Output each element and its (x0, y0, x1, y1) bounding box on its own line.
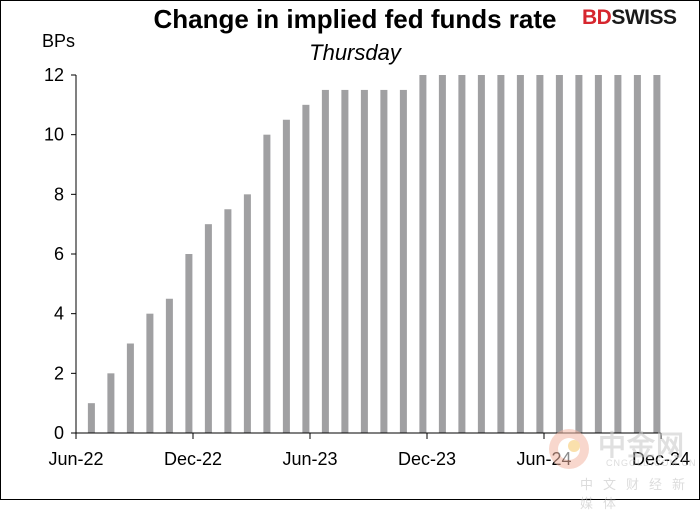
bar-Dec-22 (185, 254, 193, 433)
chart-title: Change in implied fed funds rate (153, 4, 557, 34)
bar-May-23 (282, 119, 290, 433)
x-tick-label: Jun-22 (48, 449, 103, 469)
watermark: 中金网 CNGOLD.COM.CN 中文财经新媒体 (540, 420, 700, 512)
bar-Aug-23 (341, 89, 349, 434)
bar-Mar-23 (243, 194, 251, 433)
y-tick-label: 8 (54, 184, 64, 204)
bar-Feb-24 (458, 75, 466, 433)
bar-Aug-24 (575, 75, 583, 433)
bar-Oct-23 (380, 89, 388, 434)
bar-Apr-24 (497, 75, 505, 433)
logo-bd-text: BD (582, 6, 612, 29)
watermark-main-text: 中金网 (598, 429, 686, 462)
y-axis-label: BPs (42, 31, 76, 51)
bar-Nov-23 (399, 89, 407, 434)
bar-Nov-24 (633, 75, 641, 433)
chart-subtitle: Thursday (309, 40, 401, 65)
bar-Sep-24 (594, 75, 602, 433)
y-tick-label: 4 (54, 304, 64, 324)
y-tick-label: 10 (44, 125, 64, 145)
bar-Jan-24 (438, 75, 446, 433)
x-tick-label: Dec-22 (164, 449, 222, 469)
bar-Oct-22 (146, 313, 154, 433)
watermark-logo-icon (549, 429, 589, 469)
bar-Mar-24 (477, 75, 485, 433)
bar-Sep-22 (126, 343, 134, 433)
x-tick-label: Dec-24 (632, 449, 690, 469)
bar-Jan-23 (204, 224, 212, 433)
y-tick-label: 6 (54, 244, 64, 264)
y-tick-label: 0 (54, 423, 64, 443)
bar-May-24 (516, 75, 524, 433)
bar-Sep-23 (360, 89, 368, 434)
bar-Jul-23 (321, 89, 329, 434)
bar-Apr-23 (263, 134, 271, 434)
bar-Oct-24 (614, 75, 622, 433)
watermark-url: CNGOLD.COM.CN (606, 458, 697, 468)
chart-frame (0, 0, 700, 500)
bar-Dec-24 (653, 75, 661, 433)
bar-Jul-24 (555, 75, 563, 433)
bar-Feb-23 (224, 209, 232, 433)
logo-swiss-text: SWISS (611, 6, 677, 29)
bar-Jun-24 (536, 75, 544, 433)
y-tick-label: 2 (54, 363, 64, 383)
bar-Nov-22 (165, 298, 173, 433)
bar-Jul-22 (87, 403, 95, 433)
x-tick-label: Jun-23 (282, 449, 337, 469)
y-tick-label: 12 (44, 65, 64, 85)
x-tick-label: Dec-23 (398, 449, 456, 469)
bar-Aug-22 (107, 373, 115, 433)
watermark-cn-text: 中文财经新媒体 (580, 478, 696, 512)
bdswiss-logo: BDSWISS (582, 6, 677, 30)
bar-Jun-23 (302, 104, 310, 433)
bar-Dec-23 (419, 75, 427, 433)
